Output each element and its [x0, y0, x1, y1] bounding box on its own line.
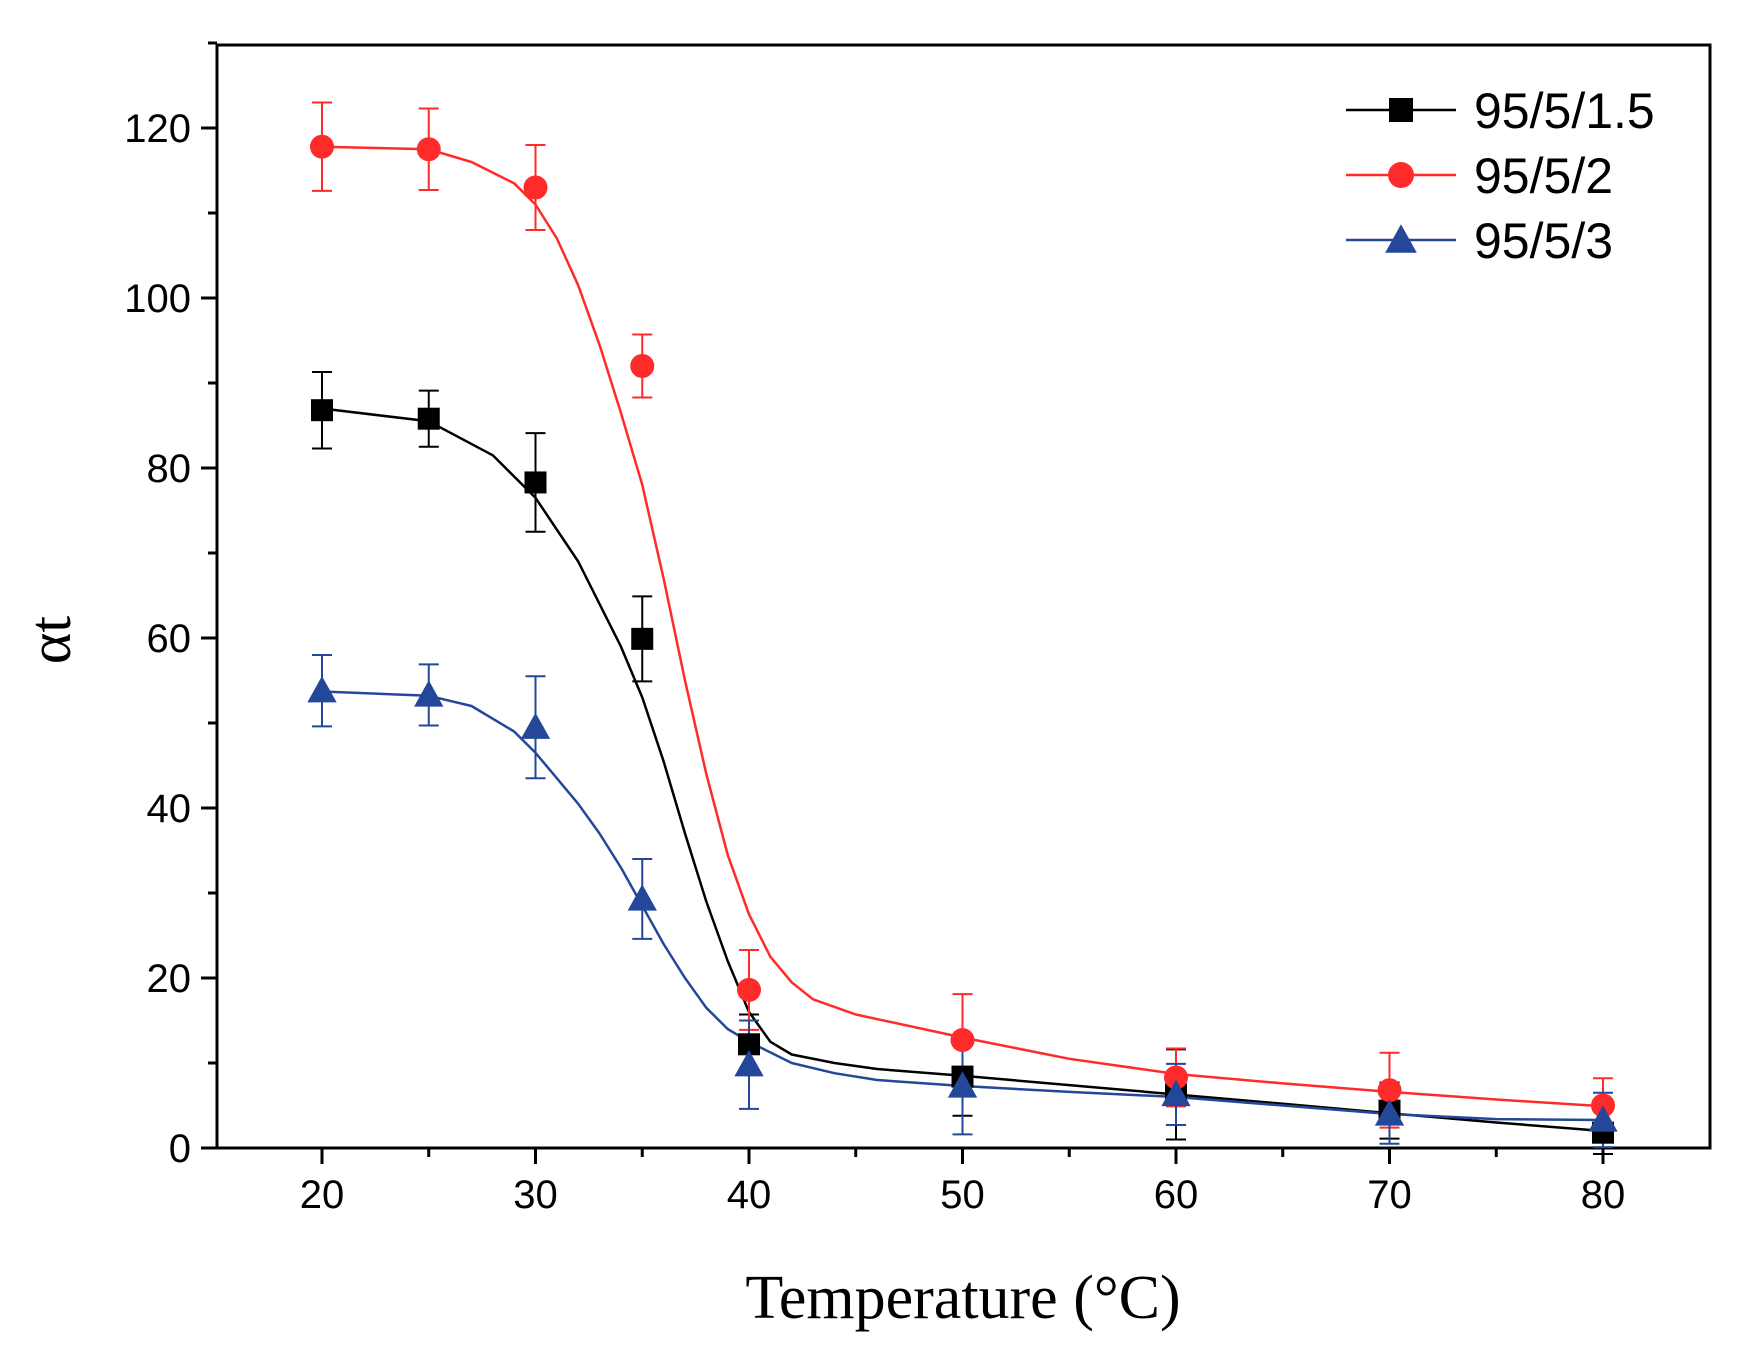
- data-point: [947, 1071, 978, 1098]
- x-tick-label: 60: [1154, 1173, 1199, 1217]
- y-tick-label: 60: [147, 617, 192, 661]
- y-tick-label: 20: [147, 957, 192, 1001]
- data-point: [631, 627, 654, 650]
- x-tick-label: 20: [300, 1173, 345, 1217]
- x-tick-label: 30: [513, 1173, 558, 1217]
- y-tick-label: 40: [147, 787, 192, 831]
- x-tick-label: 70: [1367, 1173, 1412, 1217]
- data-point: [950, 1028, 975, 1053]
- legend-marker: [1385, 224, 1417, 253]
- data-point: [524, 471, 547, 494]
- data-point: [738, 1033, 760, 1056]
- data-point: [737, 977, 761, 1002]
- y-tick-label: 0: [169, 1127, 191, 1171]
- fit-curves: [321, 145, 1604, 1133]
- plot-frame: [215, 43, 1712, 1150]
- legend-label: 95/5/2: [1474, 148, 1613, 204]
- data-point: [414, 680, 444, 707]
- y-tick-label: 80: [147, 447, 192, 491]
- legend-marker: [1389, 98, 1413, 122]
- legend-entry: 95/5/2: [1346, 148, 1613, 204]
- data-point: [1161, 1079, 1191, 1107]
- data-point: [417, 407, 440, 430]
- data-point: [627, 884, 657, 911]
- x-tick-label: 40: [727, 1173, 772, 1217]
- data-point: [630, 354, 655, 378]
- x-tick-label: 80: [1581, 1173, 1626, 1217]
- x-tick-label: 50: [940, 1173, 985, 1217]
- legend: 95/5/1.5 95/5/2 95/5/3: [1346, 83, 1655, 269]
- data-point: [520, 712, 551, 739]
- data-point: [307, 676, 337, 703]
- legend-marker: [1388, 162, 1414, 188]
- data-point: [1377, 1078, 1402, 1103]
- x-axis-label: Temperature (°C): [745, 1264, 1180, 1332]
- legend-label: 95/5/3: [1474, 213, 1613, 269]
- legend-label: 95/5/1.5: [1474, 83, 1655, 139]
- data-point: [734, 1050, 764, 1077]
- data-markers: [307, 134, 1618, 1144]
- axis-tick-labels: 0 20 40 60 80 100 120 20 30 40 50 60 70 80: [124, 107, 1625, 1217]
- y-axis-label: αt: [17, 616, 83, 664]
- fit-curve-95-5-2: [321, 145, 1604, 1108]
- y-tick-label: 120: [124, 107, 191, 151]
- data-point: [311, 399, 333, 422]
- data-point: [1588, 1105, 1618, 1132]
- legend-entry: 95/5/1.5: [1346, 83, 1655, 139]
- data-point: [523, 175, 548, 200]
- data-point: [416, 137, 441, 162]
- error-bars: [312, 101, 1613, 1155]
- data-point: [1164, 1065, 1188, 1090]
- y-tick-label: 100: [124, 277, 191, 321]
- axis-ticks: [201, 41, 1605, 1164]
- legend-entry: 95/5/3: [1346, 213, 1613, 269]
- data-point: [1374, 1099, 1405, 1126]
- data-point: [310, 134, 334, 159]
